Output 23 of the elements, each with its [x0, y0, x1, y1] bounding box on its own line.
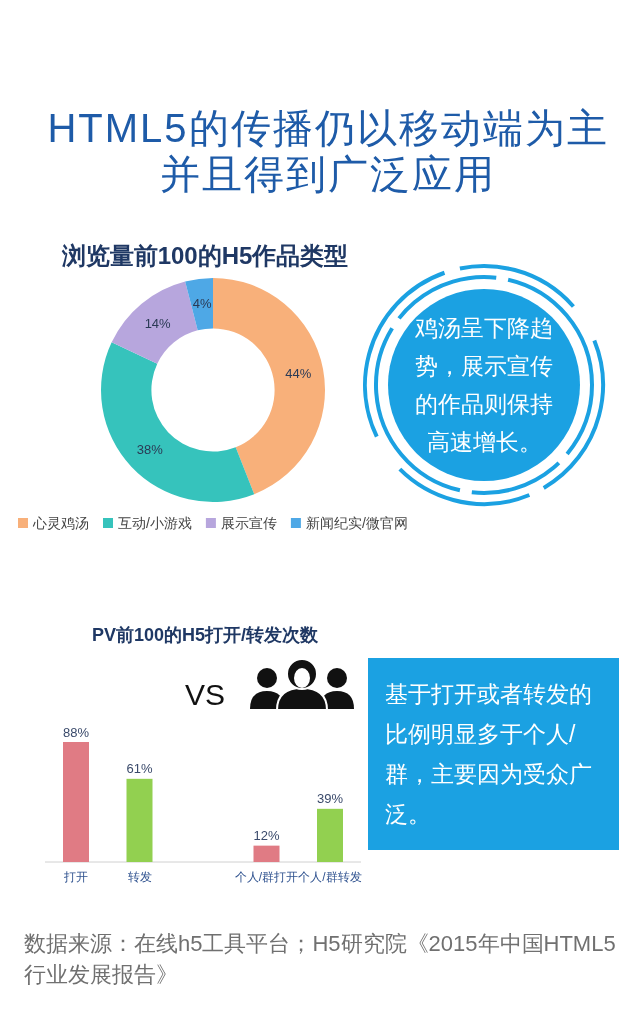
title: 浏览量前100的H5作品类型 [61, 241, 349, 269]
legend-label: 新闻纪实/微官网 [305, 515, 408, 531]
legend-label: 展示宣传 [220, 515, 277, 531]
data-label: 4% [192, 296, 212, 312]
legend-label: 互动/小游戏 [118, 515, 192, 531]
data-label: 88% [63, 724, 89, 740]
annotation: 数据来源：在线h5工具平台；H5研究院《2015年中国HTML5行业发展报告》 [24, 930, 617, 989]
annotation: VS [185, 677, 225, 711]
data-label: 44% [285, 366, 312, 382]
annotation: 基于打开或者转发的比例明显多于个人/群，主要因为受众广泛。 [368, 658, 619, 850]
tick-label: 转发 [127, 870, 152, 884]
tick-label: 个人/群转发 [298, 870, 362, 884]
data-label: 38% [136, 441, 163, 457]
legend-label: 心灵鸡汤 [33, 515, 89, 531]
data-label: 61% [126, 761, 153, 777]
data-label: 12% [253, 828, 280, 844]
tick-label: 个人/群打开 [234, 870, 299, 884]
title: HTML5的传播仍以移动端为主并且得到广泛应用 [46, 105, 610, 197]
annotation: 鸡汤呈下降趋势，展示宣传的作品则保持高速增长。 [414, 314, 554, 457]
data-label: 14% [144, 315, 171, 331]
data-label: 39% [317, 791, 343, 807]
tick-label: 打开 [64, 870, 88, 884]
title: PV前100的H5打开/转发次数 [91, 625, 319, 645]
